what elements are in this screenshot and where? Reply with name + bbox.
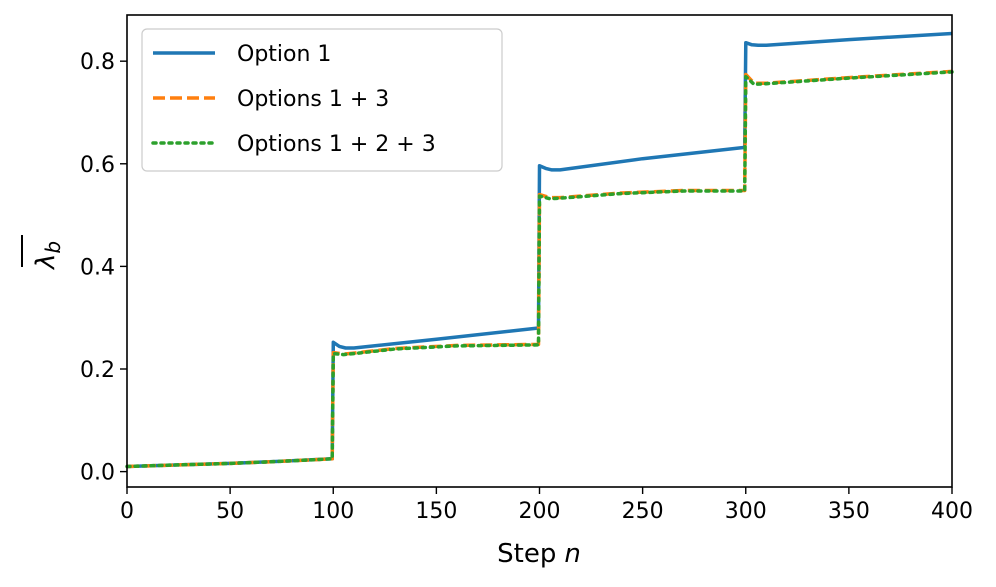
- series-line-3: [125, 70, 954, 469]
- x-tick-label: 300: [725, 499, 767, 524]
- x-tick-label: 250: [622, 499, 664, 524]
- y-tick-label: 0.4: [80, 255, 115, 280]
- legend-label-3: Options 1 + 2 + 3: [237, 132, 436, 157]
- x-tick-label: 100: [312, 499, 354, 524]
- y-tick-label: 0.0: [80, 461, 115, 486]
- x-tick-label: 50: [216, 499, 244, 524]
- y-axis-label: λb: [21, 235, 65, 271]
- legend-label-2: Options 1 + 3: [237, 87, 389, 112]
- legend-label-1: Option 1: [237, 42, 331, 67]
- x-tick-label: 400: [931, 499, 973, 524]
- x-axis-label-text: Step: [497, 539, 556, 569]
- legend: Option 1 Options 1 + 3 Options 1 + 2 + 3: [141, 28, 503, 172]
- ticks-layer: 0 50 100 150 200 250 300 350 400 0.0 0.2 0.4 0.6 0.8: [80, 50, 973, 524]
- series-layer: [125, 31, 954, 469]
- x-tick-label: 200: [519, 499, 561, 524]
- x-tick-label: 350: [828, 499, 870, 524]
- y-tick-label: 0.2: [80, 358, 115, 383]
- legend-box: [141, 28, 503, 172]
- y-tick-label: 0.8: [80, 50, 115, 75]
- x-axis-label: Step n: [497, 539, 581, 569]
- y-axis-label-subscript: b: [41, 241, 65, 254]
- svg-text:λb: λb: [31, 241, 65, 271]
- y-axis-label-symbol: λ: [31, 254, 61, 271]
- x-axis-label-variable: n: [564, 539, 580, 569]
- x-tick-label: 0: [120, 499, 134, 524]
- x-tick-label: 150: [415, 499, 457, 524]
- y-tick-label: 0.6: [80, 153, 115, 178]
